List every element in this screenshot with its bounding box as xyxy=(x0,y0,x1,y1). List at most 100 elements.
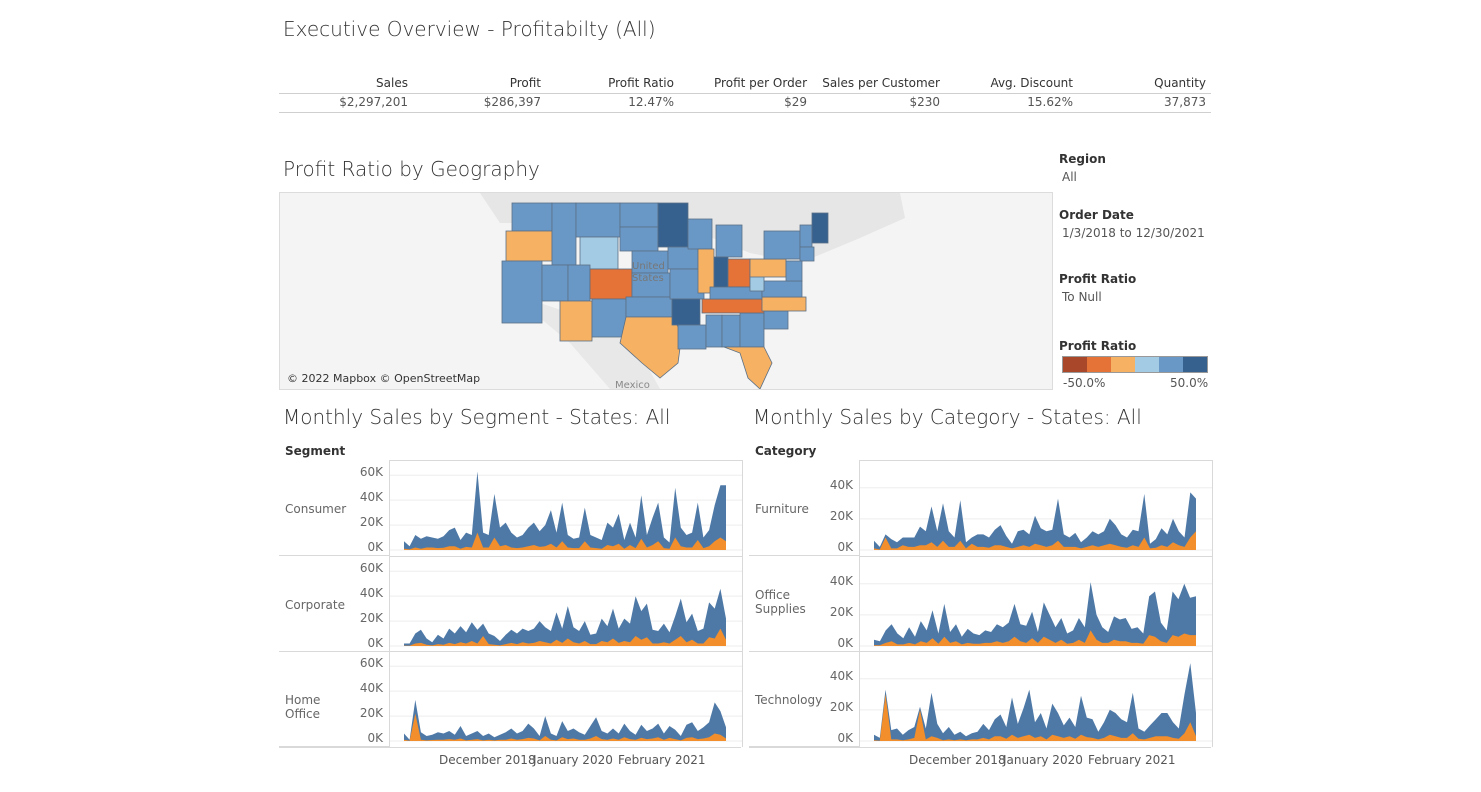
state-sc[interactable] xyxy=(763,310,789,330)
y-tick-label: 0K xyxy=(837,540,853,554)
y-tick-label: 0K xyxy=(367,731,383,745)
profit-area-series[interactable] xyxy=(404,713,726,741)
facet-label-consumer: Consumer xyxy=(285,502,347,516)
y-tick-label: 40K xyxy=(359,490,383,505)
kpi-header-profit: Profit xyxy=(509,76,541,90)
state-ar[interactable] xyxy=(671,298,701,326)
segment-chart[interactable]: Consumer 60K 40K 20K 0K Corporate 60K 40K 20K 0K H… xyxy=(279,460,743,767)
kpi-divider xyxy=(279,93,1211,94)
facet-row-divider xyxy=(279,556,389,652)
facet-plot-office-supplies[interactable] xyxy=(859,556,1213,652)
color-legend-bar[interactable] xyxy=(1062,356,1208,373)
y-tick-label: 0K xyxy=(837,731,853,745)
sales-area-series[interactable] xyxy=(874,492,1196,550)
legend-swatch-1 xyxy=(1087,357,1111,372)
sales-area-series[interactable] xyxy=(404,471,726,551)
state-az[interactable] xyxy=(559,300,593,342)
state-wy[interactable] xyxy=(579,236,619,270)
state-ok[interactable] xyxy=(625,296,673,318)
state-tn[interactable] xyxy=(701,298,767,314)
y-tick-label: 20K xyxy=(359,706,383,721)
kpi-header-avg-discount: Avg. Discount xyxy=(990,76,1073,90)
state-nm[interactable] xyxy=(591,298,627,338)
state-nc[interactable] xyxy=(761,296,807,312)
page-title: Executive Overview - Profitabilty (All) xyxy=(283,17,656,41)
state-ga[interactable] xyxy=(739,312,765,348)
map-canvas[interactable]: United States xyxy=(280,193,1052,389)
facet-plot-home-office[interactable] xyxy=(389,651,743,747)
profit-area-series[interactable] xyxy=(404,628,726,646)
legend-swatch-2 xyxy=(1111,357,1135,372)
category-header: Category xyxy=(755,444,817,458)
y-tick-label: 60K xyxy=(359,561,383,576)
x-tick-label: February 2021 xyxy=(1088,753,1176,767)
state-id[interactable] xyxy=(551,202,577,266)
state-ks[interactable] xyxy=(631,272,671,298)
filter-region-value[interactable]: All xyxy=(1062,170,1077,184)
state-vt-nh[interactable] xyxy=(799,224,813,248)
facet-plot-consumer[interactable] xyxy=(389,460,743,556)
state-oh[interactable] xyxy=(727,258,751,288)
state-ms[interactable] xyxy=(705,314,723,348)
state-ut[interactable] xyxy=(567,264,591,302)
state-ca[interactable] xyxy=(501,260,543,324)
state-or[interactable] xyxy=(505,230,553,262)
state-va[interactable] xyxy=(761,280,803,298)
facet-plot-furniture[interactable] xyxy=(859,460,1213,556)
state-ny[interactable] xyxy=(763,230,801,260)
profit-area-series[interactable] xyxy=(404,532,726,550)
kpi-value-sales: $2,297,201 xyxy=(339,95,408,109)
category-chart-title: Monthly Sales by Category - States: All xyxy=(753,405,1142,429)
sales-area-series[interactable] xyxy=(404,699,726,741)
y-tick-label: 40K xyxy=(359,681,383,696)
state-sd[interactable] xyxy=(619,226,659,252)
legend-min-label: -50.0% xyxy=(1063,376,1106,390)
kpi-header-sales-per-customer: Sales per Customer xyxy=(822,76,940,90)
y-tick-label: 20K xyxy=(359,515,383,530)
state-in[interactable] xyxy=(713,256,729,292)
category-chart[interactable]: Furniture 40K 20K 0K Office Supplies 40K 20K 0K… xyxy=(749,460,1213,767)
facet-row-divider xyxy=(749,556,859,652)
filter-profit-ratio-value[interactable]: To Null xyxy=(1062,290,1102,304)
state-fl[interactable] xyxy=(723,346,773,389)
state-nd[interactable] xyxy=(619,202,659,228)
kpi-header-sales: Sales xyxy=(376,76,408,90)
state-mt[interactable] xyxy=(575,202,621,238)
state-il[interactable] xyxy=(697,248,715,294)
facet-plot-technology[interactable] xyxy=(859,651,1213,747)
sales-area-series[interactable] xyxy=(404,588,726,646)
state-pa[interactable] xyxy=(749,258,787,278)
state-mi[interactable] xyxy=(715,224,743,258)
state-wa[interactable] xyxy=(511,202,553,232)
x-tick-label: December 2018 xyxy=(909,753,1006,767)
facet-plot-corporate[interactable] xyxy=(389,556,743,652)
profit-area-series[interactable] xyxy=(874,531,1196,550)
sales-area-series[interactable] xyxy=(874,663,1196,741)
state-nj-md[interactable] xyxy=(785,260,803,282)
x-tick-label: February 2021 xyxy=(618,753,706,767)
state-co[interactable] xyxy=(589,268,633,300)
state-mn[interactable] xyxy=(657,202,689,248)
y-tick-label: 0K xyxy=(367,540,383,554)
us-country-label: United xyxy=(632,261,665,272)
state-nv[interactable] xyxy=(541,264,569,302)
kpi-value-profit-ratio: 12.47% xyxy=(628,95,674,109)
state-ia[interactable] xyxy=(667,246,699,270)
filter-region-title: Region xyxy=(1059,152,1106,166)
kpi-value-row: $2,297,201 $286,397 12.47% $29 $230 15.6… xyxy=(279,95,1211,113)
profit-ratio-map[interactable]: United States © 2022 Mapbox © OpenStreet… xyxy=(279,192,1053,390)
kpi-value-profit: $286,397 xyxy=(483,95,541,109)
state-wi[interactable] xyxy=(687,218,713,250)
y-tick-label: 60K xyxy=(359,465,383,480)
profit-area-series[interactable] xyxy=(874,630,1196,646)
sales-area-series[interactable] xyxy=(874,582,1196,646)
map-attribution[interactable]: © 2022 Mapbox © OpenStreetMap xyxy=(287,372,481,385)
state-ma-ct-ri[interactable] xyxy=(799,246,815,262)
y-tick-label: 40K xyxy=(829,573,853,588)
filter-order-date-value[interactable]: 1/3/2018 to 12/30/2021 xyxy=(1062,226,1205,240)
state-la[interactable] xyxy=(677,324,707,350)
state-me[interactable] xyxy=(811,212,829,244)
state-al[interactable] xyxy=(721,314,741,348)
profit-area-series[interactable] xyxy=(874,694,1196,741)
kpi-header-row: Sales Profit Profit Ratio Profit per Ord… xyxy=(279,76,1211,94)
